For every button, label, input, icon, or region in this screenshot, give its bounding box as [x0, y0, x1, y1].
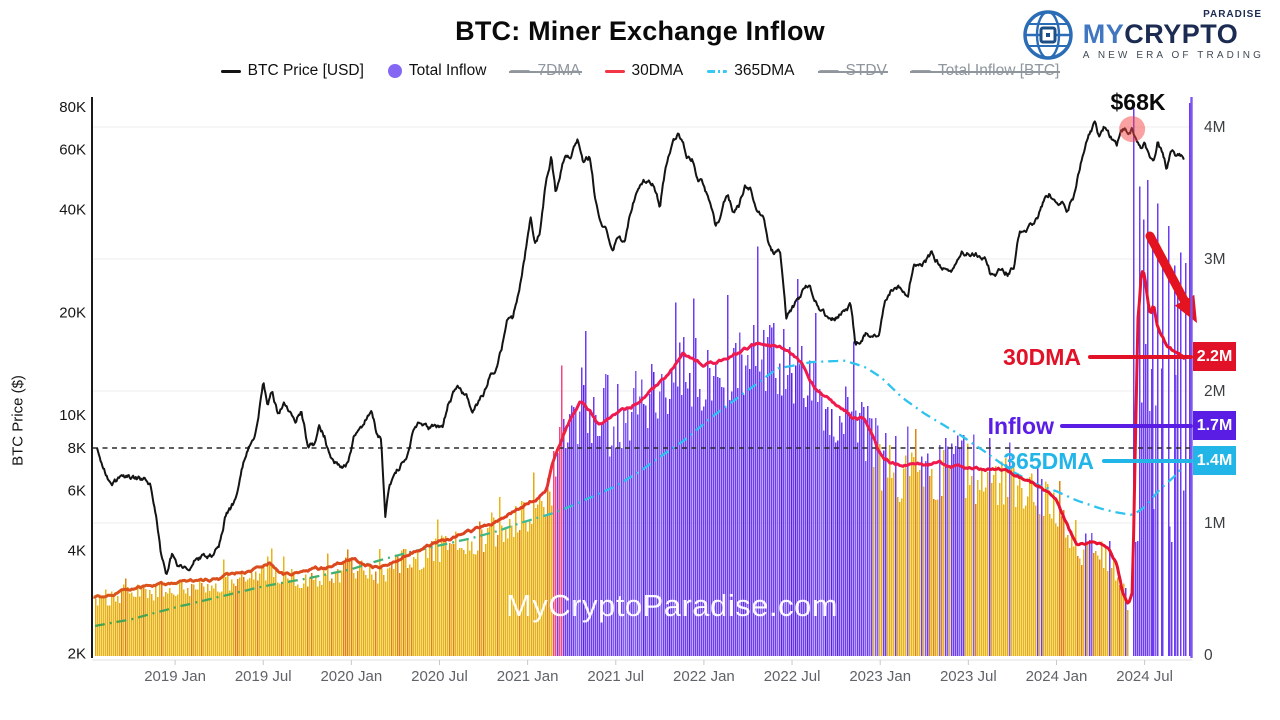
- right-tick-label: 2M: [1204, 383, 1226, 400]
- left-tick-label: 40K: [59, 202, 86, 219]
- legend-item-total-inflow[interactable]: Total Inflow: [387, 62, 487, 80]
- inflow-connector-line: [1060, 424, 1193, 428]
- logo-my: MY: [1082, 19, 1125, 49]
- x-tick-label: 2020 Jul: [411, 668, 468, 685]
- watermark-text: MyCryptoParadise.com: [505, 588, 839, 623]
- right-tick-label: 1M: [1204, 515, 1226, 532]
- legend-label: 365DMA: [734, 62, 795, 79]
- left-tick-label: 8K: [68, 440, 86, 457]
- right-tick-label: 4M: [1204, 119, 1226, 136]
- left-axis-title: BTC Price ($): [9, 375, 27, 466]
- x-tick-label: 2024 Jul: [1116, 668, 1173, 685]
- dma365-value-badge: 1.4M: [1193, 446, 1236, 475]
- x-axis-ticks: 2019 Jan 2019 Jul 2020 Jan 2020 Jul 2021 Jan…: [144, 660, 1173, 685]
- globe-chip-icon: [1023, 10, 1073, 60]
- x-tick-label: 2019 Jul: [235, 668, 292, 685]
- legend-item-30dma[interactable]: 30DMA: [604, 62, 684, 80]
- right-tick-label: 3M: [1204, 251, 1226, 268]
- legend-item-365dma[interactable]: 365DMA: [707, 62, 795, 80]
- left-tick-label: 4K: [68, 543, 86, 560]
- dashdot-swatch-icon: [707, 69, 728, 73]
- left-tick-label: 2K: [68, 645, 86, 662]
- left-tick-label: 60K: [59, 142, 86, 159]
- x-tick-label: 2022 Jul: [764, 668, 821, 685]
- legend-label: BTC Price [USD]: [247, 62, 364, 79]
- btc-price-line: [96, 120, 1185, 575]
- x-tick-label: 2021 Jul: [587, 668, 644, 685]
- logo-crypto: CRYPTO: [1124, 19, 1239, 49]
- dma365-line: [94, 359, 1183, 628]
- dma30-line: [93, 270, 1186, 605]
- left-axis-ticks: 80K 60K 40K 20K 10K 8K 6K 4K 2K: [59, 99, 86, 662]
- legend-item-7dma[interactable]: 7DMA: [509, 62, 582, 80]
- logo-paradise-text: PARADISE: [1203, 9, 1262, 20]
- logo-brand-text: MYCRYPTO: [1083, 21, 1264, 48]
- brand-logo: PARADISE MYCRYPTO A NEW ERA OF TRADING: [1021, 8, 1264, 62]
- peak-price-annotation: $68K: [1110, 89, 1166, 115]
- dma30-value-badge: 2.2M: [1193, 342, 1236, 371]
- legend-item-stdv[interactable]: STDV: [817, 62, 889, 80]
- right-axis-ticks: 0 1M 2M 3M 4M: [1204, 119, 1226, 664]
- dot-swatch-icon: [387, 64, 402, 78]
- x-tick-label: 2024 Jan: [1026, 668, 1088, 685]
- left-tick-label: 10K: [59, 407, 86, 424]
- page-title: BTC: Miner Exchange Inflow: [455, 16, 825, 46]
- x-tick-label: 2019 Jan: [144, 668, 206, 685]
- left-tick-label: 80K: [59, 99, 86, 116]
- left-tick-label: 20K: [59, 304, 86, 321]
- x-tick-label: 2020 Jan: [320, 668, 382, 685]
- legend-item-btc-price[interactable]: BTC Price [USD]: [220, 62, 364, 80]
- dma30-annotation-label: 30DMA: [1003, 344, 1081, 370]
- line-swatch-icon: [220, 69, 241, 73]
- logo-tagline: A NEW ERA OF TRADING: [1082, 50, 1264, 61]
- line-swatch-icon: [604, 69, 625, 73]
- x-tick-label: 2021 Jan: [497, 668, 559, 685]
- dma365-annotation-label: 365DMA: [1003, 448, 1094, 474]
- x-tick-label: 2023 Jan: [849, 668, 911, 685]
- chart-legend: BTC Price [USD] Total Inflow 7DMA 30DMA …: [0, 62, 1280, 80]
- x-tick-label: 2022 Jan: [673, 668, 735, 685]
- inflow-bars: [95, 103, 1191, 657]
- x-tick-label: 2023 Jul: [940, 668, 997, 685]
- peak-highlight-circle: [1119, 116, 1146, 143]
- left-tick-label: 6K: [68, 483, 86, 500]
- inflow-value-badge: 1.7M: [1193, 411, 1236, 440]
- legend-label: 30DMA: [631, 62, 684, 79]
- right-tick-label: 0: [1204, 647, 1213, 664]
- legend-item-total-inflow-btc[interactable]: Total Inflow [BTC]: [909, 62, 1061, 80]
- legend-label: Total Inflow: [408, 62, 487, 79]
- inflow-annotation-label: Inflow: [987, 413, 1054, 439]
- dma365-connector-line: [1102, 459, 1193, 463]
- dma30-connector-line: [1088, 355, 1193, 359]
